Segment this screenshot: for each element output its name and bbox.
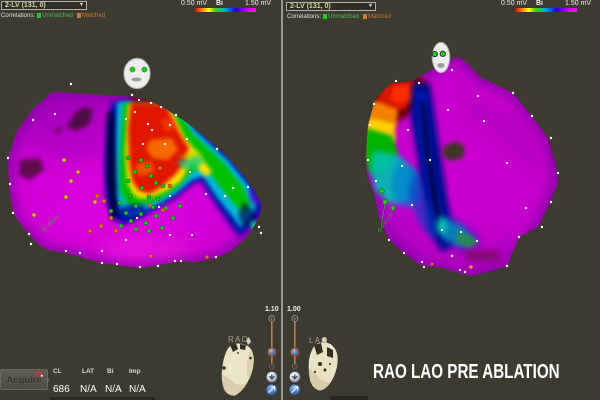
svg-text:R: R <box>42 227 46 233</box>
svg-text:R: R <box>378 228 382 234</box>
svg-text:+: + <box>270 317 273 322</box>
svg-text:+: + <box>293 317 296 322</box>
